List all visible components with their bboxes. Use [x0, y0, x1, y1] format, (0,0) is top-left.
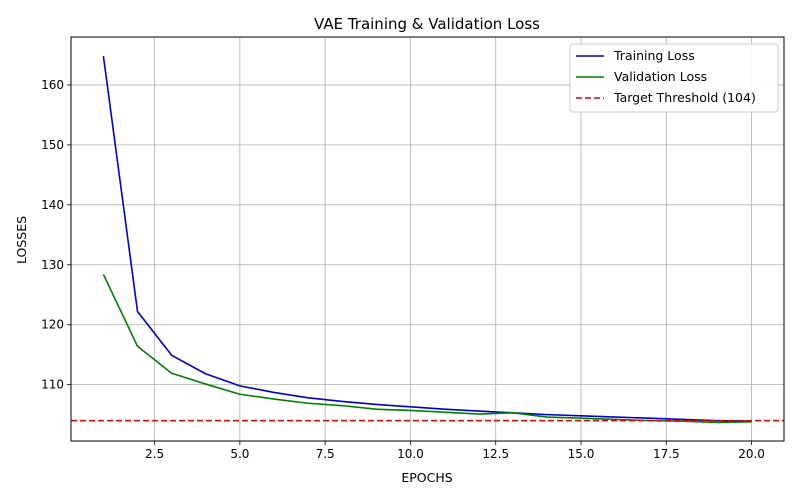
y-tick-label: 150: [41, 138, 64, 152]
x-tick-label: 12.5: [482, 447, 509, 461]
y-axis-label: LOSSES: [14, 216, 29, 264]
legend-label-threshold: Target Threshold (104): [613, 90, 756, 105]
x-tick-label: 15.0: [568, 447, 595, 461]
y-tick-label: 120: [41, 318, 64, 332]
legend-label-training: Training Loss: [613, 48, 695, 63]
ticks: 2.5 5.0 7.5 10.0 12.5 15.0 17.5 20.0 110 120 130 14…: [41, 78, 765, 461]
training-loss-line: [102, 56, 752, 423]
x-tick-label: 20.0: [738, 447, 765, 461]
legend: Training Loss Validation Loss Target Thr…: [569, 43, 779, 113]
plot-frame: [70, 36, 785, 442]
x-tick-label: 2.5: [145, 447, 164, 461]
legend-label-validation: Validation Loss: [614, 69, 707, 84]
legend-box: [569, 43, 779, 113]
x-tick-label: 7.5: [316, 447, 335, 461]
x-tick-label: 10.0: [397, 447, 424, 461]
series-layer: [71, 56, 784, 424]
y-tick-label: 140: [41, 198, 64, 212]
x-axis-label: EPOCHS: [401, 470, 452, 485]
y-tick-label: 110: [41, 378, 64, 392]
x-tick-label: 17.5: [653, 447, 680, 461]
x-tick-label: 5.0: [230, 447, 249, 461]
validation-loss-line: [102, 274, 752, 424]
y-tick-label: 160: [41, 78, 64, 92]
y-tick-label: 130: [41, 258, 64, 272]
chart-title: VAE Training & Validation Loss: [314, 15, 540, 33]
